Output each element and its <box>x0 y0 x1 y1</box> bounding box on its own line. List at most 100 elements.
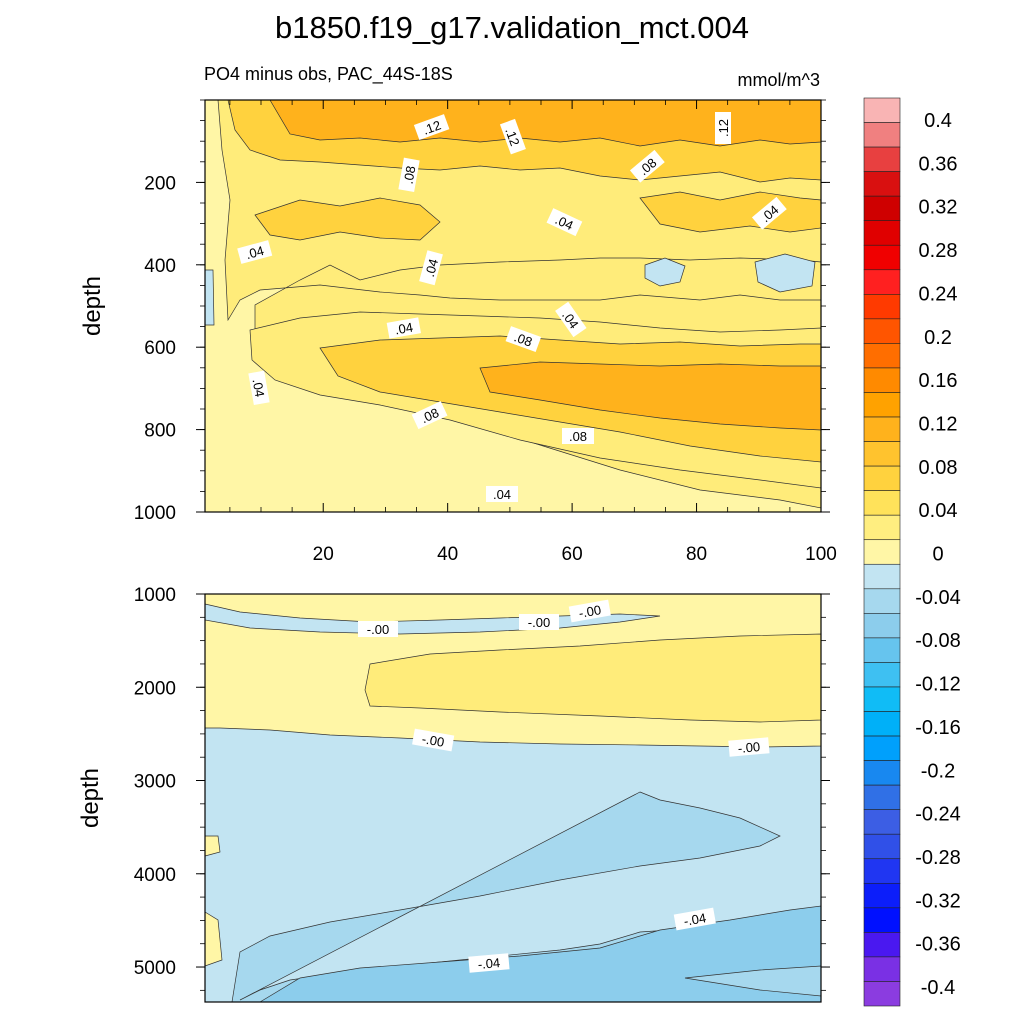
colorbar-label: 0.12 <box>919 413 958 435</box>
colorbar-box <box>863 122 901 148</box>
colorbar-label: 0.32 <box>919 197 958 219</box>
colorbar-box <box>863 244 901 271</box>
colorbar-label: -0.4 <box>921 977 955 999</box>
contour-label-text: .12 <box>502 126 522 148</box>
y-tick-label: 600 <box>144 338 176 359</box>
colorbar-box <box>863 760 901 786</box>
colorbar-labels: 0.4 0.36 0.32 0.28 0.24 0.2 0.16 0.12 0.08 0.04 0 -… <box>915 110 961 999</box>
colorbar-box <box>863 563 901 590</box>
contour-label: .04 <box>546 208 583 237</box>
y-tick-label: 4000 <box>134 865 176 886</box>
contour-label-bg <box>715 112 731 144</box>
y-tick-label: 1000 <box>134 503 176 524</box>
contour-label-text: .04 <box>250 378 268 398</box>
colorbar-box <box>863 858 901 884</box>
y-tick-label: 800 <box>144 421 176 442</box>
colorbar-box <box>863 613 901 639</box>
lower-fill-004 <box>364 633 822 723</box>
upper-fill-008-patch1 <box>254 197 441 241</box>
contour-label-text: .04 <box>394 320 414 338</box>
contour-label: .12 <box>413 114 450 141</box>
colorbar-label: 0.04 <box>919 500 958 522</box>
contour-label: -.00 <box>568 599 611 623</box>
contour-label-text: .04 <box>493 487 511 502</box>
colorbar-box <box>863 269 901 295</box>
colorbar-label: 0.2 <box>924 327 952 349</box>
colorbar-label: 0 <box>932 544 943 566</box>
variable-label: PO4 minus obs, PAC_44S-18S <box>204 64 453 85</box>
upper-fill-neg3 <box>204 269 215 326</box>
units-label: mmol/m^3 <box>738 70 820 90</box>
colorbar-box <box>863 907 901 933</box>
colorbar-box <box>863 784 901 810</box>
colorbar-label: -0.36 <box>915 934 961 956</box>
contour-label: .04 <box>248 370 270 405</box>
colorbar-label: -0.08 <box>915 630 961 652</box>
y-tick-label: 400 <box>144 256 176 277</box>
contour-label-text: -.04 <box>683 910 708 929</box>
colorbar-label: -0.28 <box>915 847 961 869</box>
colorbar-label: -0.2 <box>921 760 955 782</box>
colorbar-label: -0.24 <box>915 804 961 826</box>
colorbar-box <box>863 539 901 565</box>
colorbar-box <box>863 514 901 541</box>
upper-panel <box>204 99 822 513</box>
contour-label: -.04 <box>673 907 716 931</box>
contour-label-bg <box>519 614 559 630</box>
contour-label: .04 <box>237 240 273 264</box>
contour-label-bg <box>629 149 665 183</box>
colorbar-box <box>863 981 901 1007</box>
lower-panel <box>204 593 822 1003</box>
contour-label-text: .12 <box>421 117 443 137</box>
contour-label: .04 <box>386 317 421 339</box>
x-tick-label: 40 <box>437 544 458 565</box>
y-tick-label: 200 <box>144 173 176 194</box>
colorbar-box <box>863 662 901 688</box>
colorbar-box <box>863 343 901 369</box>
upper-y-axis-title: depth <box>79 276 106 336</box>
contour-label-text: .04 <box>422 257 441 278</box>
contour-label-bg <box>546 208 583 237</box>
colorbar-box <box>863 294 901 320</box>
colorbar-label: 0.4 <box>924 110 952 132</box>
contour-label-text: -.04 <box>477 955 501 972</box>
upper-fill-neg2 <box>754 253 816 293</box>
colorbar-box <box>863 588 901 614</box>
colorbar-box <box>863 195 901 222</box>
colorbar-box <box>863 392 901 418</box>
contour-label-text: .08 <box>418 405 441 426</box>
colorbar-box <box>863 367 901 393</box>
contour-label-text: .04 <box>553 212 576 233</box>
colorbar <box>863 97 901 1007</box>
colorbar-box <box>863 956 901 982</box>
contour-label: .12 <box>715 112 731 144</box>
x-tick-label: 20 <box>313 544 334 565</box>
contour-label-bg <box>411 401 448 430</box>
contour-label-bg <box>505 326 542 353</box>
contour-label-bg <box>499 118 526 155</box>
contour-label-bg <box>673 907 716 931</box>
lower-y-axis-title: depth <box>77 768 104 828</box>
colorbar-label: 0.16 <box>919 370 958 392</box>
colorbar-label: -0.32 <box>915 890 961 912</box>
x-tick-label: 60 <box>562 544 583 565</box>
colorbar-box <box>863 711 901 737</box>
contour-label-bg <box>562 428 594 444</box>
y-tick-label: 5000 <box>134 958 176 979</box>
contour-label-text: -.00 <box>737 739 761 756</box>
contour-label: -.00 <box>519 614 559 630</box>
contour-label-text: -.00 <box>528 615 550 630</box>
contour-label: .08 <box>411 401 448 430</box>
y-tick-label: 1000 <box>134 585 176 606</box>
contour-label: -.00 <box>412 728 455 752</box>
colorbar-box <box>863 735 901 761</box>
contour-label-bg <box>419 250 443 286</box>
contour-label: -.00 <box>358 621 398 637</box>
contour-label-bg <box>358 621 398 637</box>
colorbar-box <box>863 833 901 860</box>
contour-label-bg <box>413 114 450 141</box>
colorbar-box <box>863 97 901 123</box>
colorbar-box <box>863 318 901 344</box>
colorbar-box <box>863 416 901 442</box>
